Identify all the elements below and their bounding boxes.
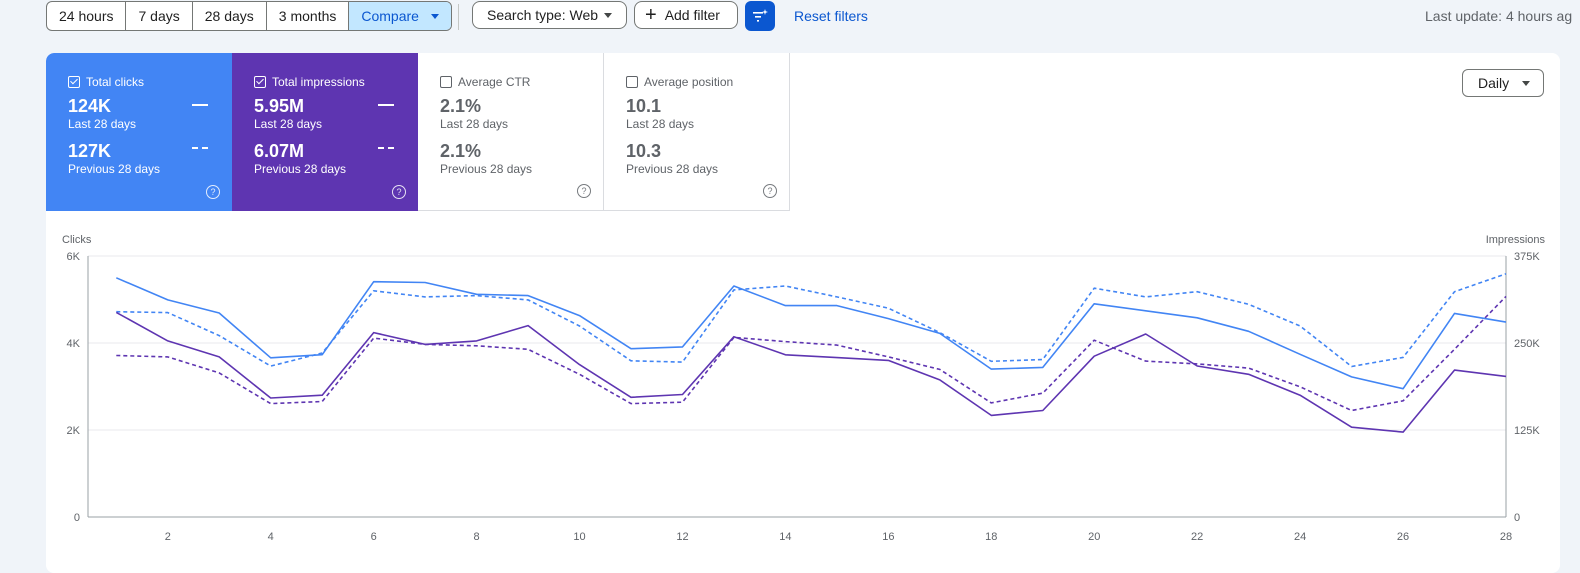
date-range-selector: 24 hours 7 days 28 days 3 months Compare — [46, 1, 452, 31]
x-tick-label: 20 — [1088, 531, 1100, 543]
x-tick-label: 8 — [474, 531, 480, 543]
x-tick-label: 2 — [165, 531, 171, 543]
checkbox-icon[interactable] — [254, 76, 266, 88]
metric-current-value: 124K — [68, 96, 112, 116]
y-tick-label-left: 4K — [67, 338, 81, 350]
y-tick-label-right: 125K — [1514, 425, 1540, 437]
y-tick-label-right: 0 — [1514, 512, 1520, 524]
y-tick-label-left: 0 — [74, 512, 80, 524]
checkbox-icon[interactable] — [440, 76, 452, 88]
checkbox-icon[interactable] — [68, 76, 80, 88]
checkbox-icon[interactable] — [626, 76, 638, 88]
legend-solid-line — [378, 104, 394, 106]
metric-card-total-impressions[interactable]: Total impressions 5.95M Last 28 days 6.0… — [232, 53, 418, 211]
last-update-text: Last update: 4 hours ag — [1425, 8, 1573, 24]
metric-previous-label: Previous 28 days — [254, 162, 347, 176]
y-axis-title-left: Clicks — [62, 234, 92, 246]
x-tick-label: 12 — [676, 531, 688, 543]
x-tick-label: 28 — [1500, 531, 1512, 543]
compare-button[interactable]: Compare — [349, 2, 451, 30]
metric-previous-value: 2.1% — [440, 141, 482, 161]
metric-previous-label: Previous 28 days — [68, 162, 161, 176]
toolbar: 24 hours 7 days 28 days 3 months Compare… — [0, 0, 1580, 36]
metric-current-label: Last 28 days — [68, 117, 137, 131]
metric-card-total-clicks[interactable]: Total clicks 124K Last 28 days 127K Prev… — [46, 53, 232, 211]
granularity-dropdown[interactable]: Daily — [1462, 69, 1544, 97]
x-tick-label: 16 — [882, 531, 894, 543]
metric-previous-label: Previous 28 days — [626, 162, 719, 176]
metric-current-value: 2.1% — [440, 96, 482, 116]
metric-current-value: 5.95M — [254, 96, 305, 116]
legend-solid-line — [192, 104, 208, 106]
metric-previous-value: 6.07M — [254, 141, 305, 161]
metric-previous-label: Previous 28 days — [440, 162, 533, 176]
x-tick-label: 18 — [985, 531, 997, 543]
y-tick-label-right: 250K — [1514, 338, 1540, 350]
metric-label: Total clicks — [86, 75, 145, 89]
metric-previous-value: 127K — [68, 141, 112, 161]
legend-dashed-line — [378, 147, 394, 149]
toolbar-divider — [458, 4, 459, 30]
reset-filters-link[interactable]: Reset filters — [794, 8, 868, 24]
performance-panel: Total clicks 124K Last 28 days 127K Prev… — [46, 53, 1560, 573]
add-filter-label: Add filter — [664, 7, 720, 23]
x-tick-label: 10 — [573, 531, 585, 543]
series-line-clicks-previous-28-days — [116, 273, 1507, 368]
plus-icon: + — [645, 4, 657, 26]
metric-card-average-position[interactable]: Average position 10.1 Last 28 days 10.3 … — [604, 53, 790, 211]
caret-down-icon — [1522, 80, 1530, 86]
metric-label: Total impressions — [272, 75, 365, 89]
add-filter-button[interactable]: + Add filter — [634, 1, 738, 29]
filter-settings-button[interactable] — [745, 1, 775, 31]
range-3-months[interactable]: 3 months — [267, 2, 350, 30]
y-tick-label-left: 2K — [67, 425, 81, 437]
filter-sparkle-icon — [753, 9, 768, 22]
x-tick-label: 22 — [1191, 531, 1203, 543]
compare-label: Compare — [361, 8, 419, 24]
search-type-dropdown[interactable]: Search type: Web — [472, 1, 627, 29]
x-tick-label: 26 — [1397, 531, 1409, 543]
metric-current-value: 10.1 — [626, 96, 662, 116]
series-line-clicks-last-28-days — [115, 277, 1507, 390]
x-tick-label: 6 — [371, 531, 377, 543]
help-icon[interactable]: ? — [392, 185, 406, 199]
y-tick-label-right: 375K — [1514, 251, 1540, 263]
range-7-days[interactable]: 7 days — [126, 2, 193, 30]
y-tick-label-left: 6K — [67, 251, 81, 263]
x-tick-label: 4 — [268, 531, 274, 543]
x-tick-label: 14 — [779, 531, 791, 543]
metric-label: Average CTR — [458, 75, 531, 89]
metric-current-label: Last 28 days — [254, 117, 323, 131]
caret-down-icon — [430, 13, 439, 19]
caret-down-icon — [604, 12, 612, 18]
metric-current-label: Last 28 days — [440, 117, 509, 131]
range-28-days[interactable]: 28 days — [193, 2, 267, 30]
range-24-hours[interactable]: 24 hours — [47, 2, 127, 30]
y-axis-title-right: Impressions — [1486, 234, 1546, 246]
legend-dashed-line — [192, 147, 208, 149]
granularity-label: Daily — [1478, 75, 1510, 91]
metric-label: Average position — [644, 75, 734, 89]
search-type-label: Search type: Web — [487, 7, 599, 23]
metric-previous-value: 10.3 — [626, 141, 662, 161]
series-line-impressions-last-28-days — [115, 311, 1507, 433]
metric-card-average-ctr[interactable]: Average CTR 2.1% Last 28 days 2.1% Previ… — [418, 53, 604, 211]
help-icon[interactable]: ? — [577, 184, 591, 198]
help-icon[interactable]: ? — [206, 185, 220, 199]
x-tick-label: 24 — [1294, 531, 1306, 543]
metric-current-label: Last 28 days — [626, 117, 695, 131]
help-icon[interactable]: ? — [763, 184, 777, 198]
